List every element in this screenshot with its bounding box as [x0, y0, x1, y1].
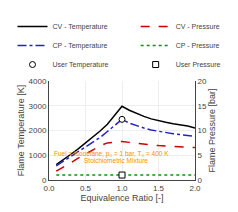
svg-text:1.0: 1.0 — [116, 184, 128, 193]
svg-text:Equivalence Ratio [-]: Equivalence Ratio [-] — [80, 193, 163, 203]
svg-text:Stoichiometric Mixture: Stoichiometric Mixture — [84, 157, 148, 164]
svg-text:User Pressure: User Pressure — [176, 61, 221, 68]
svg-text:2.0: 2.0 — [189, 184, 201, 193]
svg-text:10: 10 — [198, 126, 207, 135]
svg-text:Fuel = Isooctane, p₀ = 1 bar,: Fuel = Isooctane, p₀ = 1 bar, T₀ = 400 K — [54, 150, 169, 158]
svg-text:CP - Temperature: CP - Temperature — [53, 42, 108, 50]
svg-text:CV - Temperature: CV - Temperature — [53, 23, 108, 31]
svg-text:3000: 3000 — [29, 102, 47, 111]
svg-text:20: 20 — [198, 77, 207, 86]
svg-text:Flame Pressure [bar]: Flame Pressure [bar] — [207, 88, 217, 172]
svg-text:1000: 1000 — [29, 151, 47, 160]
svg-text:User Temperature: User Temperature — [53, 61, 109, 69]
svg-text:CV - Pressure: CV - Pressure — [176, 23, 220, 30]
svg-text:2000: 2000 — [29, 126, 47, 135]
svg-text:Flame Temperature [K]: Flame Temperature [K] — [16, 85, 26, 176]
svg-text:1.5: 1.5 — [153, 184, 165, 193]
svg-text:0: 0 — [198, 176, 203, 185]
svg-text:4000: 4000 — [29, 77, 47, 86]
svg-text:15: 15 — [198, 102, 207, 111]
svg-text:0: 0 — [42, 176, 47, 185]
svg-text:0.5: 0.5 — [80, 184, 92, 193]
svg-text:0.0: 0.0 — [43, 184, 55, 193]
svg-text:CP - Pressure: CP - Pressure — [176, 42, 220, 49]
svg-text:5: 5 — [198, 151, 203, 160]
